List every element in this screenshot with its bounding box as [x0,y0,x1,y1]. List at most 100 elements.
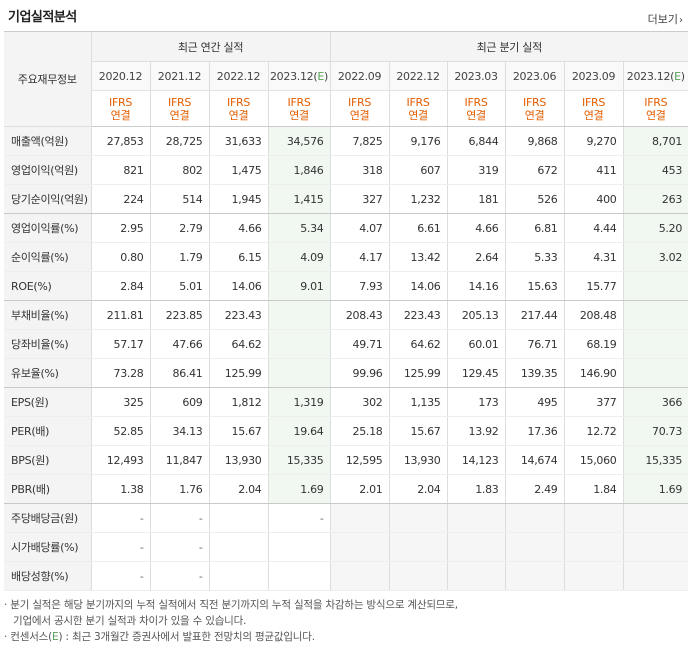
table-cell: 86.41 [149,358,209,388]
basis-label: 연결 [524,108,545,122]
table-cell: 15.63 [504,271,565,301]
table-cell: 1.38 [90,474,150,504]
table-cell: 15.77 [563,271,624,301]
table-cell: 9.01 [267,271,331,301]
ifrs-label: IFRS [348,95,372,109]
row-label: PBR(배) [4,474,91,504]
table-cell: 1,475 [208,155,268,185]
table-cell: - [149,532,209,562]
period-header: 2022.12 [208,61,268,91]
table-cell [388,503,448,533]
table-cell: 802 [149,155,209,185]
table-cell: 2.79 [149,213,209,243]
table-cell: 211.81 [90,300,150,330]
table-cell: 15.67 [388,416,448,446]
table-cell: 99.96 [329,358,390,388]
table-cell: 9,868 [504,126,565,156]
table-cell: 68.19 [563,329,624,359]
table-cell: - [90,503,150,533]
ifrs-label: IFRS [644,95,668,109]
table-cell [329,561,390,591]
row-label: 배당성향(%) [4,561,91,591]
table-cell: 146.90 [563,358,624,388]
table-cell: 1.76 [149,474,209,504]
table-cell: 13,930 [208,445,268,475]
table-cell: 27,853 [90,126,150,156]
table-cell: 6.15 [208,242,268,272]
table-cell: 205.13 [446,300,506,330]
row-label: 시가배당률(%) [4,532,91,562]
row-label: 당좌비율(%) [4,329,91,359]
row-label: 당기순이익(억원) [4,184,91,214]
ifrs-label: IFRS [168,95,191,109]
basis-label: 연결 [228,108,249,122]
table-cell: 15,335 [267,445,331,475]
table-cell: 5.34 [267,213,331,243]
accounting-basis: IFRS 연결 [446,90,506,127]
footnote-1b: 기업에서 공시한 분기 실적과 차이가 있을 수 있습니다. [13,615,247,627]
table-cell: 12,493 [90,445,150,475]
table-cell [388,532,448,562]
table-cell: 19.64 [267,416,331,446]
more-link[interactable]: 더보기› [648,11,683,27]
accounting-basis: IFRS 연결 [267,90,331,127]
table-cell: 4.31 [563,242,624,272]
basis-label: 연결 [289,108,309,122]
period-header: 2022.12 [388,61,448,91]
table-cell [563,532,624,562]
section-title: 기업실적분석 [8,10,77,25]
table-row: 유보율(%) 73.28 86.41 125.99 99.96 125.99 129.45 1… [4,358,689,388]
table-cell: 13,930 [388,445,448,475]
table-cell: 12.72 [563,416,624,446]
footnotes: · 분기 실적은 해당 분기까지의 누적 실적에서 직전 분기까지의 누적 실적… [4,597,458,645]
table-cell [622,300,689,330]
table-cell [208,561,268,591]
table-cell: 3.02 [622,242,689,272]
table-row: 순이익률(%) 0.80 1.79 6.15 4.09 4.17 13.42 2.64 5.33… [4,242,689,272]
table-cell: 70.73 [622,416,689,446]
table-row: ROE(%) 2.84 5.01 14.06 9.01 7.93 14.06 14.16 15.… [4,271,689,301]
basis-label: 연결 [169,108,190,122]
table-cell: 302 [329,387,390,417]
table-row: PBR(배) 1.38 1.76 2.04 1.69 2.01 2.04 1.83 2.49 1.… [4,474,689,504]
table-cell: 12,595 [329,445,390,475]
table-cell: - [149,503,209,533]
table-cell: 327 [329,184,390,214]
table-cell: 609 [149,387,209,417]
ifrs-label: IFRS [109,95,132,109]
footnote-1: · 분기 실적은 해당 분기까지의 누적 실적에서 직전 분기까지의 누적 실적… [4,599,458,611]
table-cell: 208.43 [329,300,390,330]
table-cell: 5.20 [622,213,689,243]
table-cell [563,503,624,533]
table-cell: 411 [563,155,624,185]
table-cell: 9,270 [563,126,624,156]
table-cell: 60.01 [446,329,506,359]
table-cell [388,561,448,591]
table-cell: 15,335 [622,445,689,475]
table-cell: 1.69 [267,474,331,504]
table-cell: 14.06 [208,271,268,301]
table-row: EPS(원) 325 609 1,812 1,319 302 1,135 173 495 377 3… [4,387,689,417]
row-label-header: 주요재무정보 [4,31,91,127]
table-cell [267,300,331,330]
ifrs-label: IFRS [523,95,547,109]
accounting-basis: IFRS 연결 [622,90,689,127]
table-cell: 11,847 [149,445,209,475]
table-cell [267,532,331,562]
period-header: 2023.03 [446,61,506,91]
chevron-right-icon: › [679,15,683,26]
basis-label: 연결 [583,108,604,122]
table-cell: 4.66 [446,213,506,243]
ifrs-label: IFRS [406,95,430,109]
period-header: 2023.06 [504,61,565,91]
row-label: 영업이익률(%) [4,213,91,243]
table-cell: 2.64 [446,242,506,272]
table-cell: 8,701 [622,126,689,156]
annual-group-header: 최근 연간 실적 [90,31,331,62]
table-cell: 514 [149,184,209,214]
table-row: 당기순이익(억원) 224 514 1,945 1,415 327 1,232 181 526 4… [4,184,689,214]
table-cell: 14.16 [446,271,506,301]
table-cell: 6.61 [388,213,448,243]
table-cell: 14.06 [388,271,448,301]
table-cell: 6.81 [504,213,565,243]
